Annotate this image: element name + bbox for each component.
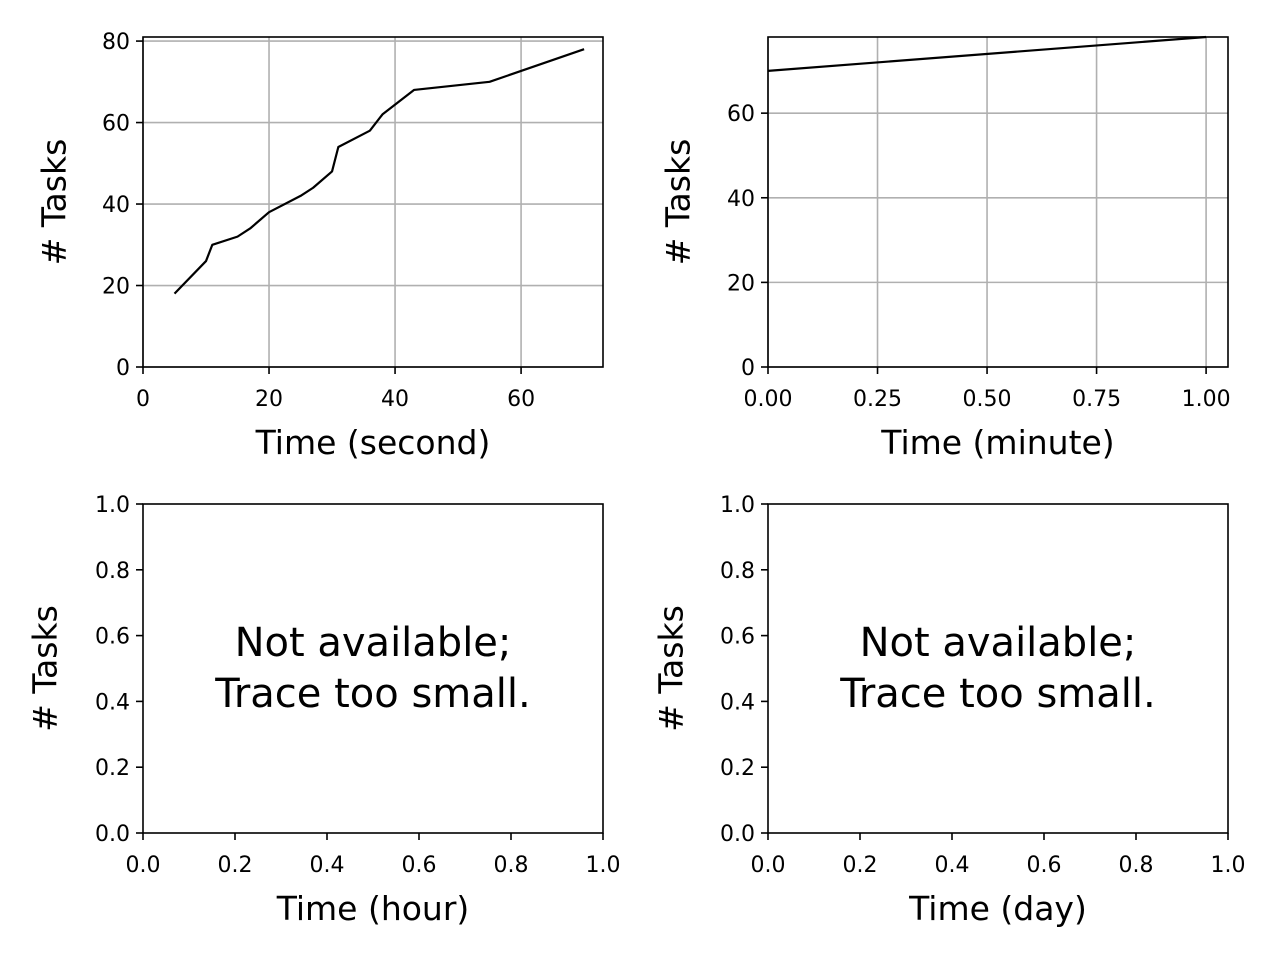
x-tick-label: 1.0 [1211,853,1246,878]
y-tick-label: 40 [727,187,755,212]
x-tick-label: 0.8 [1119,853,1154,878]
y-axis-label: # Tasks [652,605,691,732]
x-tick-label: 0.00 [744,387,793,412]
axes-frame [767,503,1229,834]
x-tick-label: 0.2 [843,853,878,878]
subplot-1: 0 20 40 60 0 20 40 60 80 Time (second) # Tasks [35,30,604,462]
x-tick-label: 1.0 [586,853,621,878]
x-tick-label: 1.00 [1182,387,1231,412]
x-axis-label: Time (hour) [276,889,470,928]
x-tick-label: 0.25 [853,387,902,412]
y-tick-label: 1.0 [720,493,755,518]
y-tick-label: 80 [102,30,130,55]
axes-frame [767,36,1229,368]
y-tick-label: 0.2 [95,756,130,781]
y-tick-label: 0.8 [95,559,130,584]
series-line [767,35,1207,72]
subplot-2: 0.00 0.25 0.50 0.75 1.00 0 20 40 60 Time (minute)… [659,35,1231,462]
y-tick-label: 0.4 [95,690,130,715]
x-tick-label: 0.6 [1027,853,1062,878]
y-tick-label: 0 [741,356,755,381]
x-tick-label: 0.2 [218,853,253,878]
x-tick-label: 0.4 [310,853,345,878]
x-tick-label: 0.50 [963,387,1012,412]
subplot-4: 0.0 0.2 0.4 0.6 0.8 1.0 0.0 0.2 0.4 0.6 0.8 1.0 Time… [652,493,1246,928]
x-axis-label: Time (second) [255,423,491,462]
y-axis-label: # Tasks [26,605,65,732]
x-tick-label: 60 [507,387,535,412]
y-tick-label: 0.2 [720,756,755,781]
y-tick-label: 40 [102,193,130,218]
y-tick-label: 0.8 [720,559,755,584]
y-tick-label: 0.0 [720,822,755,847]
x-tick-label: 0 [136,387,150,412]
y-tick-label: 0 [116,356,130,381]
y-tick-label: 60 [727,102,755,127]
y-tick-label: 0.6 [95,625,130,650]
x-tick-label: 0.75 [1072,387,1121,412]
y-tick-label: 20 [727,271,755,296]
x-tick-label: 0.0 [751,853,786,878]
x-tick-label: 40 [381,387,409,412]
axes-frame [142,503,604,834]
x-axis-label: Time (day) [908,889,1087,928]
x-tick-label: 0.8 [494,853,529,878]
not-available-note: Not available; Trace too small. [839,620,1155,717]
y-tick-label: 0.0 [95,822,130,847]
series-line [173,48,585,295]
x-tick-label: 0.4 [935,853,970,878]
y-axis-label: # Tasks [35,139,74,266]
y-tick-label: 0.4 [720,690,755,715]
y-axis-label: # Tasks [659,139,698,266]
subplot-3: 0.0 0.2 0.4 0.6 0.8 1.0 0.0 0.2 0.4 0.6 0.8 1.0 Time… [26,493,621,928]
y-tick-label: 20 [102,275,130,300]
y-tick-label: 1.0 [95,493,130,518]
y-tick-label: 60 [102,112,130,137]
not-available-note: Not available; Trace too small. [214,620,530,717]
y-tick-label: 0.6 [720,625,755,650]
x-tick-label: 0.0 [126,853,161,878]
x-tick-label: 0.6 [402,853,437,878]
axes-frame [142,36,604,368]
x-tick-label: 20 [255,387,283,412]
x-axis-label: Time (minute) [880,423,1114,462]
